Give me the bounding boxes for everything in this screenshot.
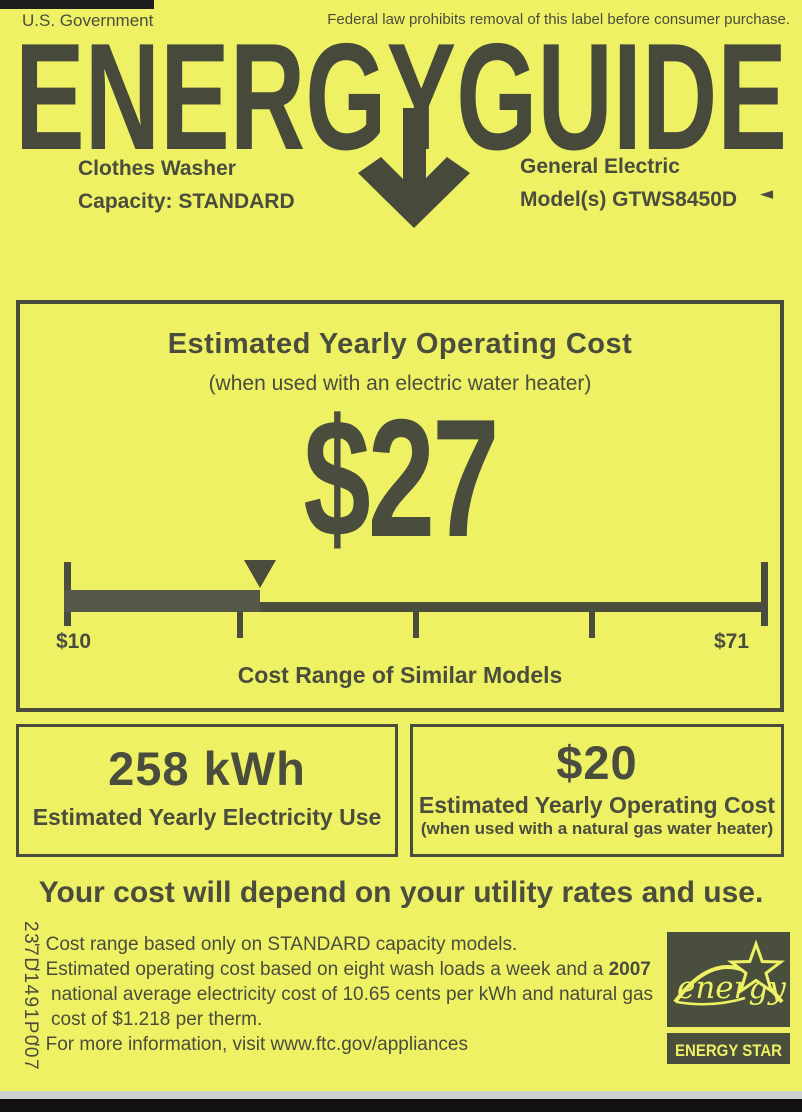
- footnote-more-info: - For more information, visit www.ftc.go…: [34, 1032, 660, 1057]
- footnote-estimate-basis: - Estimated operating cost based on eigh…: [34, 957, 660, 1032]
- scale-marker: [244, 560, 277, 588]
- yearly-cost-amount: $27: [303, 384, 499, 572]
- scale-min-label: $10: [56, 630, 92, 653]
- energyguide-logo: ENERGYGUIDE: [15, 28, 787, 228]
- scale-right-cap: [761, 562, 768, 626]
- electricity-use-label: Estimated Yearly Electricity Use: [32, 804, 382, 830]
- product-type: Clothes Washer: [78, 157, 236, 180]
- manufacturer-name: General Electric: [520, 155, 680, 178]
- footnotes: - Cost range based only on STANDARD capa…: [34, 932, 660, 1057]
- gas-cost-value: $20: [556, 736, 638, 789]
- scan-artifact-gray: [0, 1091, 802, 1099]
- model-number: Model(s) GTWS8450D: [520, 188, 738, 211]
- star-icon: [727, 939, 785, 995]
- scale-max-label: $71: [714, 630, 750, 653]
- down-arrow-icon: [358, 108, 470, 228]
- federal-law-notice: Federal law prohibits removal of this la…: [327, 11, 790, 28]
- footnote-bullet: -: [34, 1034, 41, 1055]
- footnote-cost-range: - Cost range based only on STANDARD capa…: [34, 932, 660, 957]
- footnote-text: Estimated operating cost based on eight …: [45, 959, 609, 980]
- scale-fill-bar: [64, 590, 261, 612]
- operating-cost-subtitle: (when used with an electric water heater…: [208, 372, 592, 395]
- left-pointer-icon: ◄: [760, 184, 774, 204]
- energyguide-logo-text: ENERGYGUIDE: [15, 28, 787, 182]
- usage-note: Your cost will depend on your utility ra…: [38, 876, 764, 909]
- scan-artifact-bottom: [0, 1099, 802, 1112]
- scale-tick: [237, 612, 243, 638]
- operating-cost-panel: Estimated Yearly Operating Cost (when us…: [16, 300, 784, 712]
- scale-tick: [589, 612, 595, 638]
- electricity-use-panel: 258 kWh Estimated Yearly Electricity Use: [16, 724, 398, 857]
- scan-artifact-top: [0, 0, 154, 9]
- gas-cost-panel: $20 Estimated Yearly Operating Cost (whe…: [410, 724, 784, 857]
- maker-info: General Electric Model(s) GTWS8450D: [520, 150, 737, 216]
- scale-caption: Cost Range of Similar Models: [237, 662, 563, 688]
- government-text: U.S. Government: [22, 11, 154, 30]
- scale-track: [64, 602, 768, 612]
- footnote-year: 2007: [608, 959, 651, 980]
- footnote-text: For more information, visit www.ftc.gov/…: [45, 1034, 468, 1055]
- gas-cost-label: Estimated Yearly Operating Cost: [418, 792, 776, 818]
- footnote-text: Cost range based only on STANDARD capaci…: [45, 934, 518, 955]
- footnote-bullet: -: [34, 934, 41, 955]
- gas-cost-sublabel: (when used with a natural gas water heat…: [420, 819, 774, 838]
- product-capacity: Capacity: STANDARD: [78, 190, 295, 213]
- energy-star-logo: energy ENERGY STAR: [667, 932, 790, 1064]
- electricity-use-value: 258 kWh: [108, 742, 306, 795]
- scale-tick: [413, 612, 419, 638]
- energy-star-label: ENERGY STAR: [675, 1041, 782, 1060]
- footnote-text: national average electricity cost of 10.…: [51, 984, 654, 1030]
- product-info: Clothes Washer Capacity: STANDARD: [78, 152, 295, 218]
- footnote-bullet: -: [34, 959, 41, 980]
- operating-cost-title: Estimated Yearly Operating Cost: [167, 328, 633, 360]
